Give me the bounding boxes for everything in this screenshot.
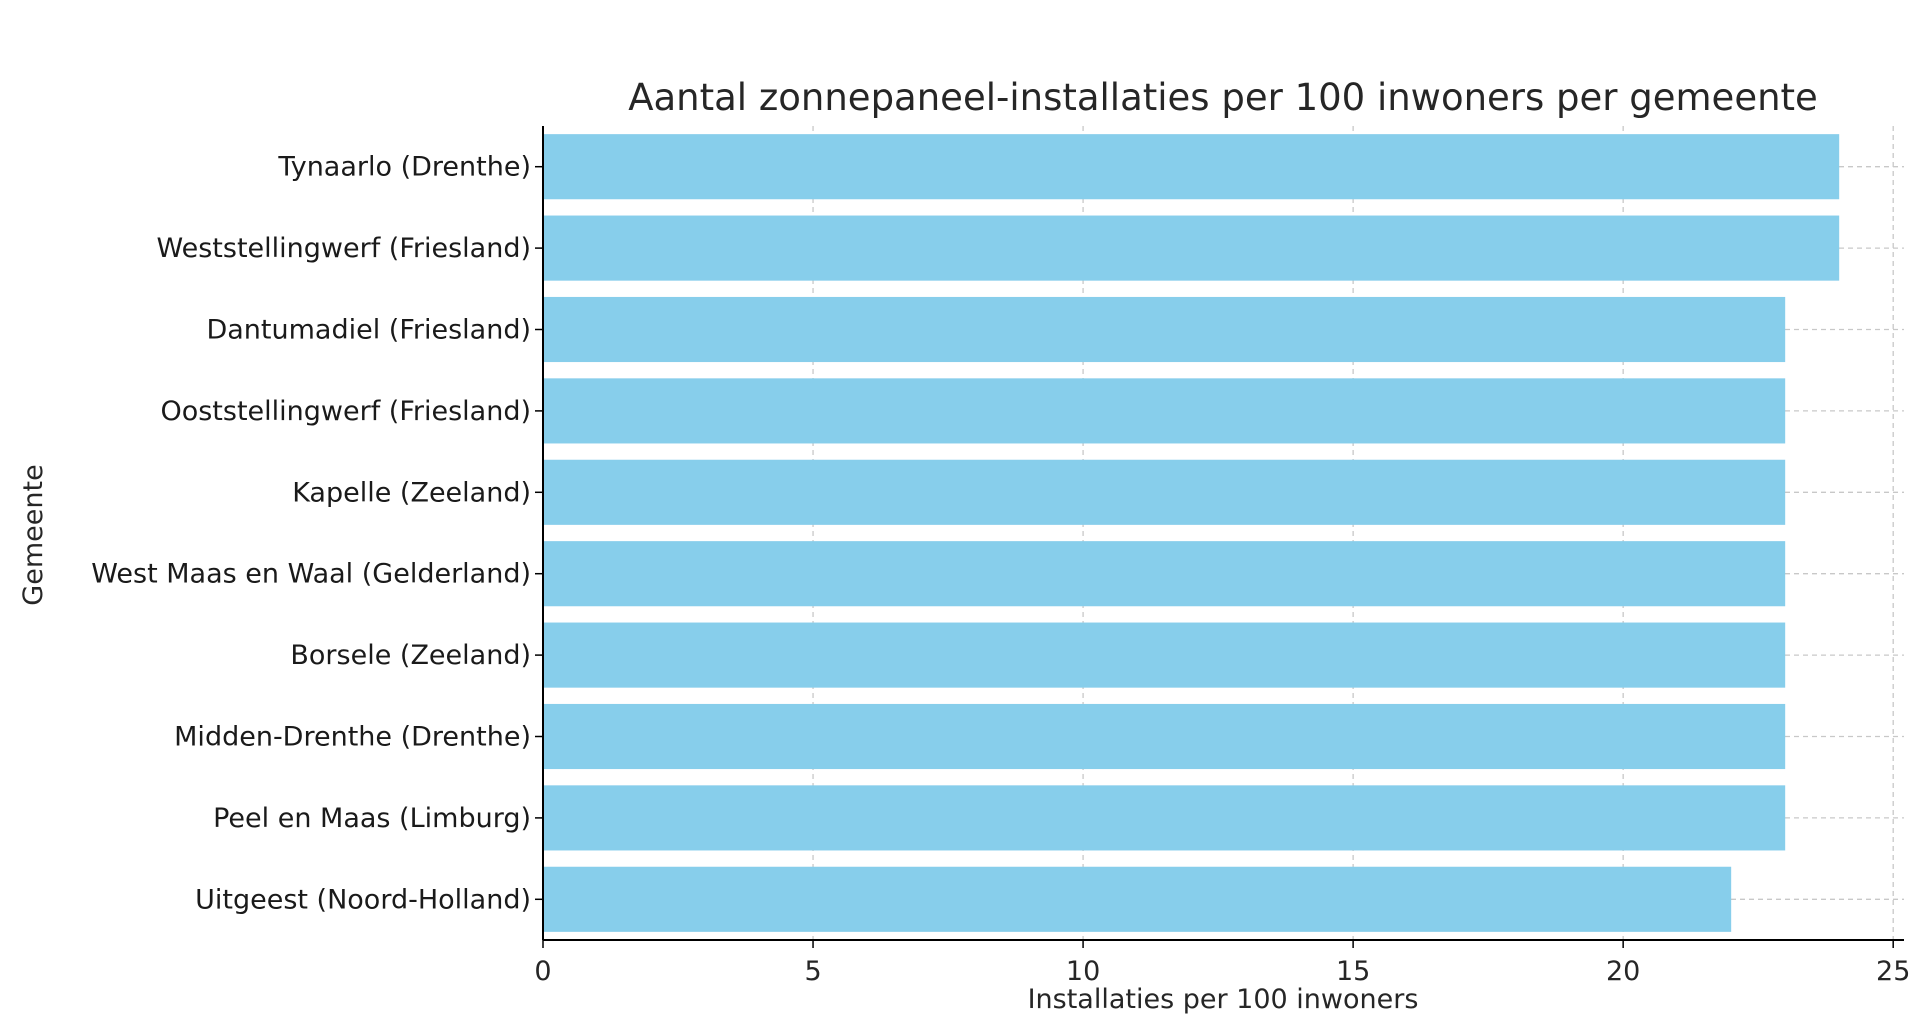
x-tick-label: 15 <box>1336 956 1370 987</box>
y-tick-label: Borsele (Zeeland) <box>290 640 531 671</box>
x-tick-label: 25 <box>1876 956 1910 987</box>
bar <box>543 622 1786 688</box>
x-axis-label: Installaties per 100 inwoners <box>1028 984 1419 1015</box>
chart-title: Aantal zonnepaneel-installaties per 100 … <box>628 76 1818 119</box>
y-axis-label: Gemeente <box>18 464 49 605</box>
y-tick-label: Uitgeest (Noord-Holland) <box>195 884 531 915</box>
bar <box>543 785 1786 851</box>
bars <box>543 134 1840 932</box>
x-ticks: 0 5 10 15 20 25 <box>534 940 1910 987</box>
y-tick-label: Dantumadiel (Friesland) <box>206 315 531 346</box>
y-tick-label: West Maas en Waal (Gelderland) <box>91 559 531 590</box>
x-tick-label: 0 <box>534 956 551 987</box>
x-tick-label: 20 <box>1606 956 1640 987</box>
y-tick-label: Ooststellingwerf (Friesland) <box>160 396 531 427</box>
x-tick-label: 10 <box>1066 956 1100 987</box>
bar <box>543 215 1840 281</box>
bar <box>543 703 1786 770</box>
y-tick-label: Tynaarlo (Drenthe) <box>277 152 531 183</box>
y-ticks: Tynaarlo (Drenthe) Weststellingwerf (Frie… <box>91 152 543 915</box>
bar <box>543 866 1732 932</box>
y-tick-label: Weststellingwerf (Friesland) <box>157 233 532 264</box>
bar <box>543 459 1786 525</box>
y-tick-label: Kapelle (Zeeland) <box>292 477 531 508</box>
bar <box>543 541 1786 607</box>
y-tick-label: Peel en Maas (Limburg) <box>213 803 531 834</box>
bar <box>543 134 1840 200</box>
bar <box>543 378 1786 444</box>
y-tick-label: Midden-Drenthe (Drenthe) <box>174 722 531 753</box>
bar <box>543 296 1786 363</box>
x-tick-label: 5 <box>804 956 821 987</box>
axes <box>542 126 1904 941</box>
